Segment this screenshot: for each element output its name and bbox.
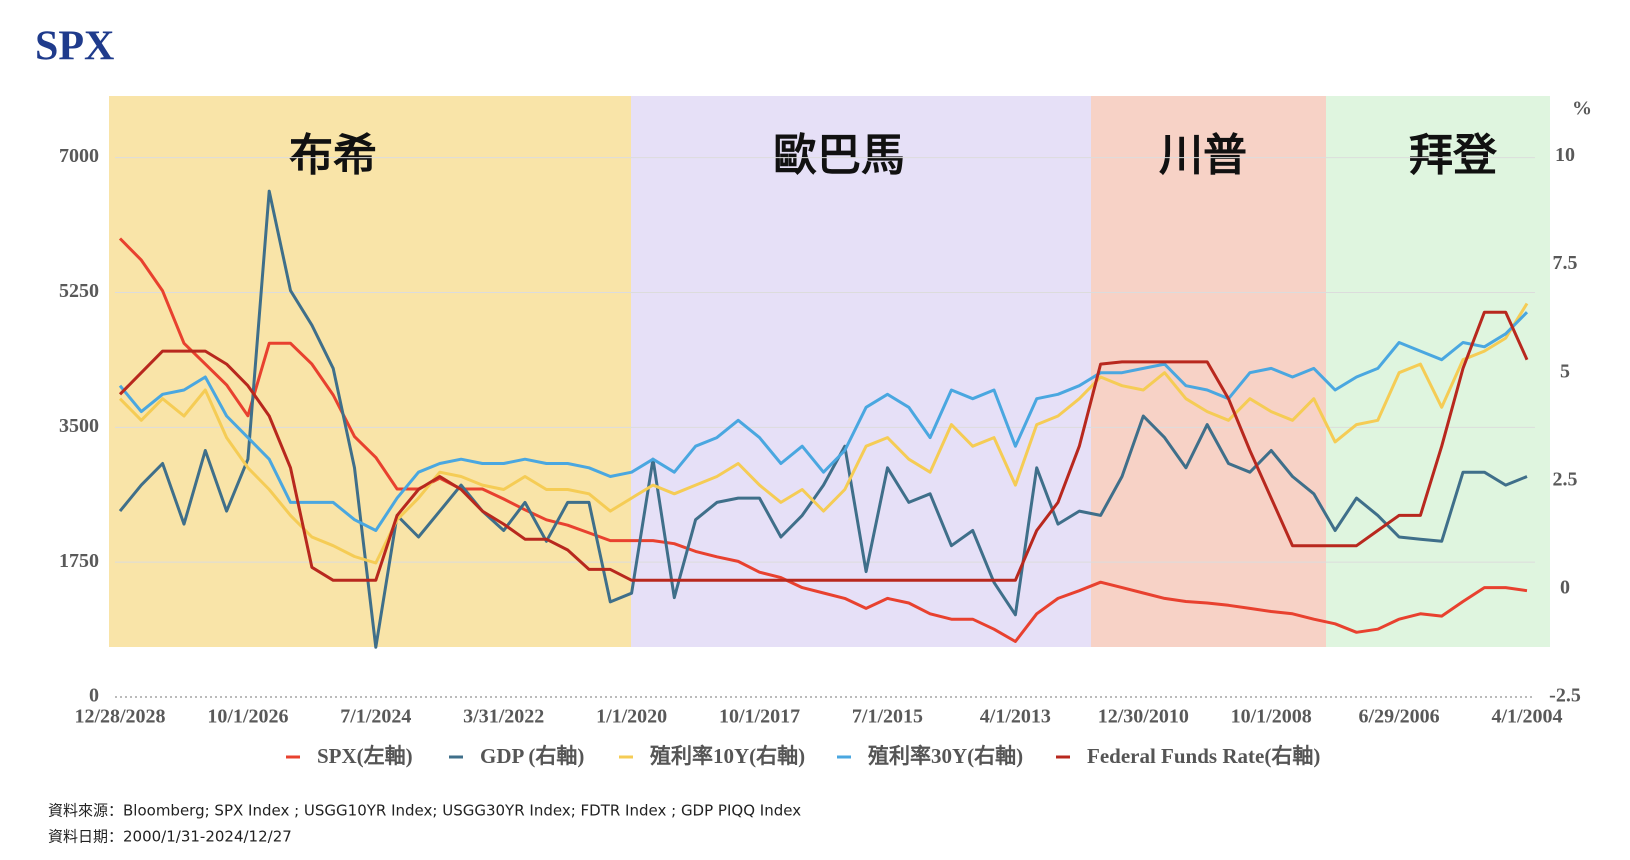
period-band [1326, 96, 1550, 647]
y2-tick-label: 2.5 [1553, 468, 1578, 490]
y-tick-label: 1750 [59, 550, 99, 572]
x-tick-label: 12/28/2028 [74, 706, 165, 728]
period-label: 歐巴馬 [773, 130, 905, 181]
x-tick-label: 10/1/2026 [207, 706, 288, 728]
legend-label: 殖利率10Y(右軸) [650, 744, 805, 768]
y2-tick-label: 5 [1560, 360, 1570, 382]
period-label: 川普 [1159, 130, 1247, 181]
x-tick-label: 4/1/2004 [1491, 706, 1562, 728]
y-tick-label: 0 [89, 685, 99, 707]
y2-tick-label: -2.5 [1549, 685, 1581, 707]
x-tick-label: 7/1/2015 [852, 706, 923, 728]
x-tick-label: 1/1/2020 [596, 706, 667, 728]
legend-label: Federal Funds Rate(右軸) [1087, 744, 1320, 768]
period-band [109, 96, 631, 647]
y-tick-label: 3500 [59, 415, 99, 437]
source-note: 資料來源：Bloomberg; SPX Index ; USGG10YR Ind… [48, 802, 801, 820]
period-label: 拜登 [1409, 130, 1498, 181]
y-tick-label: 5250 [59, 280, 99, 302]
date-note: 資料日期：2000/1/31-2024/12/27 [48, 828, 292, 846]
series-line [118, 302, 1529, 565]
period-label: 布希 [289, 130, 377, 181]
x-tick-label: 10/1/2008 [1231, 706, 1312, 728]
y2-axis-unit: % [1572, 98, 1592, 120]
y2-tick-label: 0 [1560, 577, 1570, 599]
series-line [118, 237, 1528, 643]
series-line [118, 310, 1529, 582]
y2-tick-label: 7.5 [1553, 252, 1578, 274]
legend-label: 殖利率30Y(右軸) [868, 744, 1023, 768]
x-tick-label: 7/1/2024 [340, 706, 411, 728]
x-tick-label: 10/1/2017 [719, 706, 800, 728]
y2-tick-label: 10 [1555, 144, 1575, 166]
x-tick-label: 4/1/2013 [980, 706, 1051, 728]
series-line [118, 311, 1529, 532]
legend-label: GDP (右軸) [480, 744, 584, 768]
y-tick-label: 7000 [59, 145, 99, 167]
series-line [118, 189, 1528, 649]
x-tick-label: 3/31/2022 [463, 706, 544, 728]
legend-label: SPX(左軸) [317, 744, 413, 768]
x-tick-label: 12/30/2010 [1098, 706, 1189, 728]
x-tick-label: 6/29/2006 [1359, 706, 1440, 728]
logo: SPX [35, 24, 114, 70]
